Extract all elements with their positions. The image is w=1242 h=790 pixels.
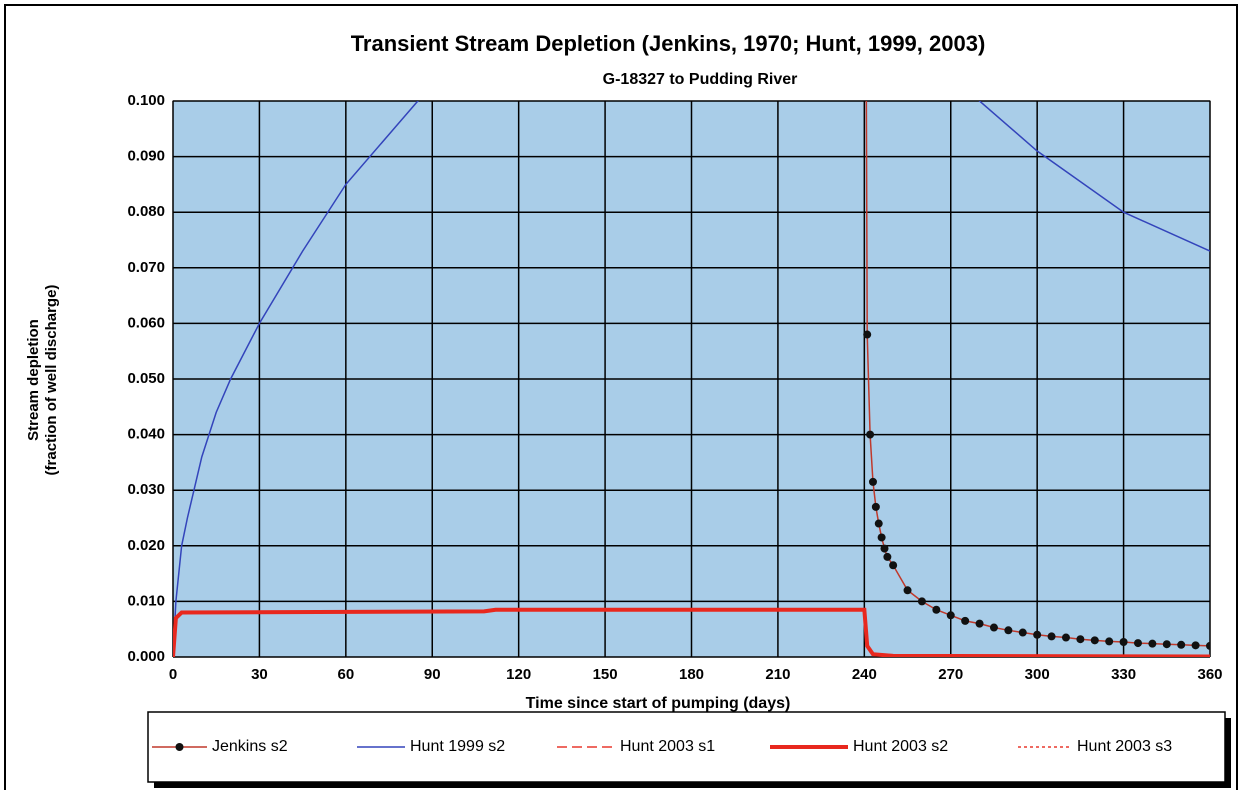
x-tick-label: 30 (251, 666, 268, 683)
data-point (1206, 641, 1210, 650)
legend-box (147, 711, 1226, 783)
data-point (1047, 632, 1056, 641)
legend-label: Hunt 2003 s2 (853, 738, 948, 755)
series-layer (173, 101, 1210, 657)
y-tick-label: 0.060 (127, 314, 165, 331)
x-tick-label: 300 (1025, 666, 1050, 683)
data-point (866, 430, 875, 439)
y-tick-label: 0.020 (127, 537, 165, 554)
data-point (880, 544, 889, 553)
chart-title: Transient Stream Depletion (Jenkins, 197… (351, 31, 986, 56)
plot-border (172, 100, 1211, 658)
data-point (1148, 639, 1157, 648)
data-point (1177, 640, 1186, 649)
data-point (946, 611, 955, 620)
x-tick-label: 330 (1111, 666, 1136, 683)
y-tick-label: 0.080 (127, 203, 165, 220)
x-tick-label: 180 (679, 666, 704, 683)
x-axis-label: Time since start of pumping (days) (526, 695, 791, 712)
series-line (173, 607, 1210, 657)
y-axis-label: Stream depletion (fraction of well disch… (25, 285, 60, 476)
data-point (1004, 626, 1013, 635)
chart-subtitle: G-18327 to Pudding River (603, 71, 798, 88)
data-point (932, 605, 941, 614)
legend-label: Hunt 1999 s2 (410, 738, 505, 755)
x-tick-label: 240 (852, 666, 877, 683)
x-tick-label: 150 (593, 666, 618, 683)
y-tick-label: 0.090 (127, 148, 165, 165)
x-tick-label: 120 (506, 666, 531, 683)
data-point (1018, 628, 1027, 637)
y-tick-label: 0.000 (127, 648, 165, 665)
y-label-line: (fraction of well discharge) (43, 285, 60, 476)
data-point (871, 502, 880, 511)
data-point (874, 519, 883, 528)
data-point (903, 586, 912, 595)
legend-label: Hunt 2003 s3 (1077, 738, 1172, 755)
data-point (1191, 641, 1200, 650)
data-point (989, 623, 998, 632)
data-point (883, 552, 892, 561)
y-label-line: Stream depletion (25, 319, 42, 441)
data-point (961, 616, 970, 625)
y-tick-label: 0.030 (127, 481, 165, 498)
y-tick-label: 0.040 (127, 426, 165, 443)
x-tick-label: 0 (169, 666, 177, 683)
data-point (917, 597, 926, 606)
data-point (1090, 636, 1099, 645)
legend-marker (175, 743, 184, 751)
y-tick-label: 0.070 (127, 259, 165, 276)
data-point (1119, 637, 1128, 646)
frame (4, 4, 1238, 790)
data-point (863, 330, 872, 339)
data-point (1033, 630, 1042, 639)
data-point (1061, 633, 1070, 642)
data-point (877, 533, 886, 542)
legend-label: Hunt 2003 s1 (620, 738, 715, 755)
series-line (173, 101, 1210, 657)
data-point (889, 561, 898, 570)
x-tick-label: 210 (765, 666, 790, 683)
data-point (1133, 639, 1142, 648)
x-tick-label: 270 (938, 666, 963, 683)
legend-label: Jenkins s2 (212, 738, 288, 755)
data-point (1076, 635, 1085, 644)
y-tick-label: 0.050 (127, 370, 165, 387)
x-tick-label: 90 (424, 666, 441, 683)
data-point (1105, 637, 1114, 646)
y-tick-label: 0.100 (127, 92, 165, 109)
data-point (868, 477, 877, 486)
x-tick-label: 60 (337, 666, 354, 683)
x-tick-label: 360 (1197, 666, 1222, 683)
data-point (1162, 640, 1171, 649)
data-point (975, 619, 984, 628)
y-tick-label: 0.010 (127, 592, 165, 609)
